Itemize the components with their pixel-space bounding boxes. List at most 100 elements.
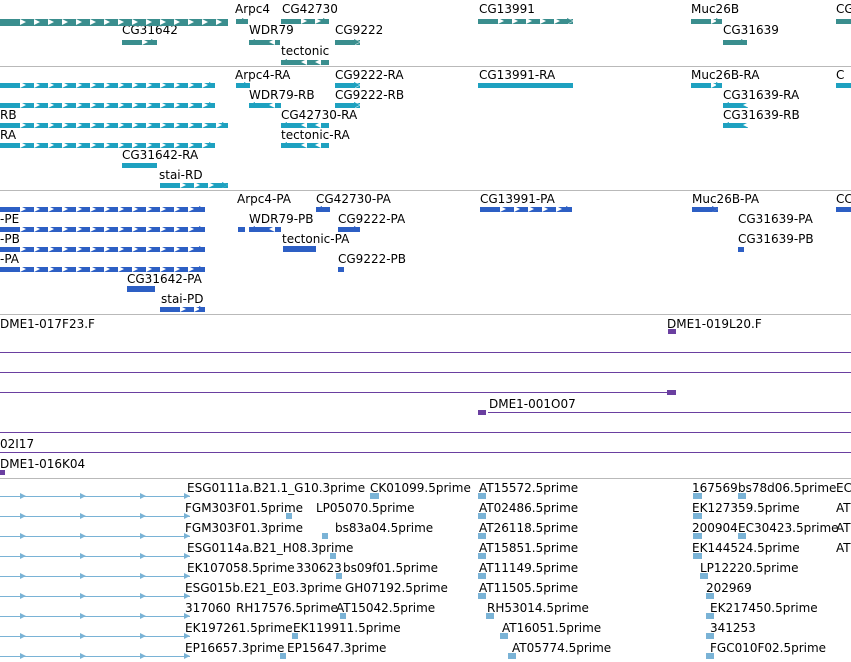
clone-feature[interactable] <box>478 410 486 415</box>
transcript-label[interactable]: CG31639-RB <box>723 108 800 122</box>
transcript-label[interactable]: WDR79-RB <box>249 88 315 102</box>
est-feature[interactable] <box>0 616 190 617</box>
transcript-label[interactable]: RB <box>0 108 17 122</box>
est-feature[interactable] <box>0 656 190 657</box>
est-feature[interactable] <box>508 653 516 659</box>
gene-feature[interactable] <box>249 40 280 45</box>
protein-label[interactable]: stai-PD <box>161 292 204 306</box>
est-feature[interactable] <box>478 593 486 599</box>
est-feature[interactable] <box>0 636 190 637</box>
protein-feature[interactable] <box>316 207 330 212</box>
est-feature[interactable] <box>693 553 702 559</box>
est-label[interactable]: AT15042.5prime <box>336 601 436 615</box>
gene-feature[interactable] <box>836 19 851 24</box>
est-label[interactable]: EK127359.5prime <box>692 501 800 515</box>
est-label[interactable]: FGC010F02.5prime <box>710 641 827 655</box>
est-label[interactable]: AT26118.5prime <box>479 521 579 535</box>
est-label[interactable]: 341253 <box>710 621 756 635</box>
protein-feature[interactable] <box>836 207 851 212</box>
est-label[interactable]: AT <box>836 521 851 535</box>
transcript-feature[interactable] <box>335 103 360 108</box>
transcript-feature[interactable] <box>723 123 748 128</box>
protein-label[interactable]: CG13991-PA <box>480 192 555 206</box>
protein-label[interactable]: WDR79-PB <box>249 212 314 226</box>
est-label[interactable]: bs83a04.5prime <box>335 521 434 535</box>
transcript-label[interactable]: CG9222-RA <box>335 68 404 82</box>
est-label[interactable]: CK01099.5prime <box>370 481 471 495</box>
est-feature[interactable] <box>693 493 702 499</box>
protein-feature[interactable] <box>338 227 360 232</box>
est-label[interactable]: EK107058.5prime <box>187 561 295 575</box>
protein-feature[interactable] <box>127 286 155 292</box>
protein-label[interactable]: CG9222-PB <box>338 252 407 266</box>
est-label[interactable]: bs09f01.5prime <box>343 561 439 575</box>
protein-feature[interactable] <box>283 246 316 252</box>
est-feature[interactable] <box>693 533 702 539</box>
est-label[interactable]: AT <box>836 541 851 555</box>
clone-feature[interactable] <box>0 452 851 453</box>
transcript-feature[interactable] <box>478 83 573 88</box>
protein-feature[interactable] <box>338 267 344 272</box>
est-feature[interactable] <box>0 596 190 597</box>
est-label[interactable]: LP12220.5prime <box>700 561 799 575</box>
est-feature[interactable] <box>0 516 190 517</box>
est-feature[interactable] <box>340 613 346 619</box>
gene-feature[interactable] <box>691 19 722 24</box>
clone-label[interactable]: DME1-001O07 <box>489 397 576 411</box>
est-feature[interactable] <box>0 536 190 537</box>
transcript-feature[interactable] <box>122 163 157 168</box>
est-label[interactable]: EP15647.3prime <box>287 641 387 655</box>
est-label[interactable]: 202969 <box>706 581 752 595</box>
est-label[interactable]: bs78d06.5prime <box>738 481 837 495</box>
est-feature[interactable] <box>322 533 328 539</box>
clone-feature[interactable] <box>0 372 851 373</box>
gene-feature[interactable] <box>723 40 747 45</box>
est-label[interactable]: AT02486.5prime <box>479 501 579 515</box>
protein-feature[interactable] <box>480 207 572 212</box>
est-label[interactable]: AT05774.5prime <box>512 641 612 655</box>
clone-label[interactable]: 02I17 <box>0 437 35 451</box>
protein-label[interactable]: -PB <box>0 232 20 246</box>
est-feature[interactable] <box>370 493 379 499</box>
est-label[interactable]: AT11505.5prime <box>479 581 579 595</box>
est-feature[interactable] <box>478 553 486 559</box>
clone-feature[interactable] <box>0 392 668 393</box>
est-feature[interactable] <box>292 633 298 639</box>
est-label[interactable]: FGM303F01.3prime <box>185 521 304 535</box>
transcript-label[interactable]: C <box>836 68 845 82</box>
est-feature[interactable] <box>0 496 190 497</box>
clone-feature[interactable] <box>667 390 676 395</box>
protein-label[interactable]: CC <box>836 192 851 206</box>
clone-feature[interactable] <box>0 352 851 353</box>
est-label[interactable]: EP16657.3prime <box>185 641 285 655</box>
clone-label[interactable]: DME1-017F23.F <box>0 317 95 331</box>
gene-feature[interactable] <box>335 40 360 45</box>
transcript-label[interactable]: tectonic-RA <box>281 128 350 142</box>
transcript-feature[interactable] <box>335 83 360 88</box>
clone-feature[interactable] <box>488 412 851 413</box>
est-feature[interactable] <box>706 653 714 659</box>
est-label[interactable]: FGM303F01.5prime <box>185 501 304 515</box>
protein-feature[interactable] <box>0 267 205 272</box>
protein-feature[interactable] <box>692 207 718 212</box>
est-feature[interactable] <box>478 493 486 499</box>
clone-feature[interactable] <box>0 432 851 433</box>
protein-feature[interactable] <box>0 207 205 212</box>
est-feature[interactable] <box>0 556 190 557</box>
transcript-feature[interactable] <box>836 83 851 88</box>
protein-label[interactable]: -PE <box>0 212 20 226</box>
est-label[interactable]: EC30423.5prime <box>738 521 839 535</box>
est-label[interactable]: ESG0114a.B21_H08.3prime <box>187 541 354 555</box>
est-label[interactable]: EC <box>836 481 851 495</box>
est-label[interactable]: AT15851.5prime <box>479 541 579 555</box>
est-feature[interactable] <box>0 576 190 577</box>
gene-label[interactable]: CG13991 <box>479 2 535 16</box>
protein-label[interactable]: CG31639-PB <box>738 232 814 246</box>
gene-label[interactable]: CG31642 <box>122 23 178 37</box>
est-label[interactable]: AT11149.5prime <box>479 561 579 575</box>
clone-feature[interactable] <box>0 470 5 475</box>
transcript-feature[interactable] <box>723 103 748 108</box>
protein-label[interactable]: CG31639-PA <box>738 212 813 226</box>
est-feature[interactable] <box>280 653 286 659</box>
est-feature[interactable] <box>336 573 342 579</box>
